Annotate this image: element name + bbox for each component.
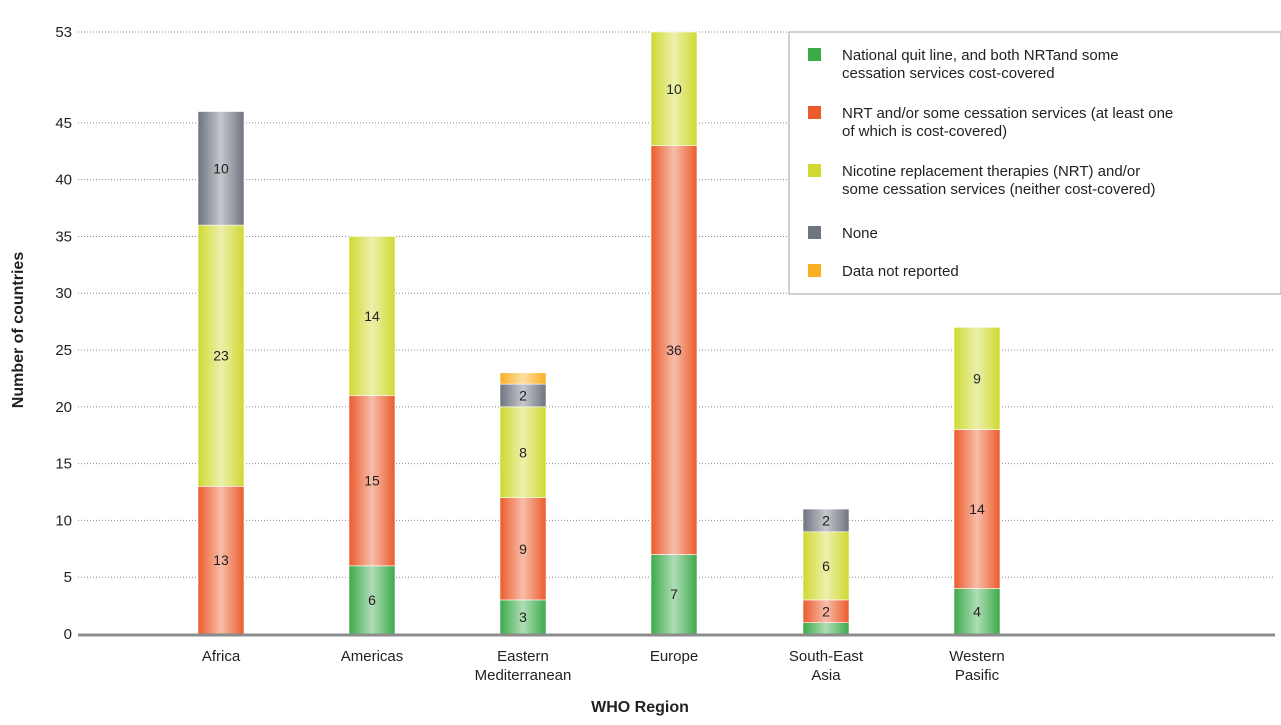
legend-swatch-0 — [808, 48, 821, 61]
legend-label-4: Data not reported — [842, 263, 959, 280]
bar-segment-4-0 — [802, 622, 850, 635]
x-category-label-2: Eastern Mediterranean — [475, 648, 572, 684]
data-label-5-2: 9 — [973, 370, 981, 386]
data-label-0-1: 13 — [213, 552, 229, 568]
data-label-3-0: 7 — [670, 586, 678, 602]
x-category-label-4: South-East Asia — [789, 648, 864, 684]
data-label-1-1: 15 — [364, 473, 380, 489]
bar-segment-0-3 — [197, 111, 245, 226]
labels-layer: 13 23 10 6 15 14 3 9 8 2 7 36 10 2 6 2 4 14 9 — [213, 81, 985, 625]
y-tick-label-45: 45 — [55, 115, 72, 132]
data-label-2-1: 9 — [519, 541, 527, 557]
legend-swatch-2 — [808, 164, 821, 177]
bars-layer — [197, 31, 1001, 635]
bar-segment-4-2 — [802, 531, 850, 601]
y-tick-label-53: 53 — [55, 24, 72, 41]
data-label-2-3: 2 — [519, 387, 527, 403]
data-label-3-1: 36 — [666, 342, 682, 358]
legend-swatch-3 — [808, 226, 821, 239]
bar-segment-2-4 — [499, 372, 547, 385]
y-tick-label-30: 30 — [55, 285, 72, 302]
data-label-4-2: 6 — [822, 558, 830, 574]
y-tick-label-15: 15 — [55, 456, 72, 473]
legend-label-3: None — [842, 225, 878, 242]
bar-segment-2-2 — [499, 406, 547, 498]
bar-segment-0-2 — [197, 224, 245, 487]
bar-segment-3-0 — [650, 554, 698, 635]
data-label-4-3: 2 — [822, 512, 830, 528]
bar-segment-0-1 — [197, 486, 245, 635]
bar-segment-1-2 — [348, 236, 396, 396]
data-label-0-2: 23 — [213, 348, 229, 364]
bar-segment-5-2 — [953, 327, 1001, 430]
legend-label-0: National quit line, and both NRTand some… — [842, 47, 1119, 82]
y-tick-label-20: 20 — [55, 399, 72, 416]
y-tick-label-25: 25 — [55, 342, 72, 359]
bar-segment-2-1 — [499, 497, 547, 601]
y-tick-label-0: 0 — [64, 626, 72, 643]
x-category-label-5: Western Pasific — [949, 648, 1005, 684]
bar-segment-1-1 — [348, 395, 396, 567]
x-category-label-3: Europe — [650, 648, 698, 665]
axis-layer: 0 5 10 15 20 25 30 35 40 45 53 Africa Americas Easter… — [10, 24, 1275, 716]
legend-swatch-4 — [808, 264, 821, 277]
data-label-2-0: 3 — [519, 609, 527, 625]
data-label-1-0: 6 — [368, 592, 376, 608]
data-label-5-1: 14 — [969, 501, 985, 517]
legend-box — [788, 31, 1281, 295]
legend-label-2: Nicotine replacement therapies (NRT) and… — [842, 163, 1155, 198]
y-tick-label-10: 10 — [55, 512, 72, 529]
data-label-0-3: 10 — [213, 160, 229, 176]
x-axis-title: WHO Region — [591, 699, 689, 716]
x-category-label-1: Americas — [341, 648, 404, 665]
data-label-1-2: 14 — [364, 308, 380, 324]
data-label-3-2: 10 — [666, 81, 682, 97]
bar-segment-3-1 — [650, 145, 698, 555]
bar-segment-4-3 — [802, 508, 850, 533]
legend-label-1: NRT and/or some cessation services (at l… — [842, 105, 1173, 140]
x-category-label-0: Africa — [202, 648, 241, 665]
y-tick-label-40: 40 — [55, 172, 72, 189]
y-tick-label-35: 35 — [55, 228, 72, 245]
data-label-2-2: 8 — [519, 444, 527, 460]
bar-segment-1-0 — [348, 565, 396, 635]
y-tick-label-5: 5 — [64, 569, 72, 586]
data-label-4-1: 2 — [822, 603, 830, 619]
y-axis-title: Number of countries — [10, 252, 27, 409]
bar-segment-3-2 — [650, 31, 698, 146]
data-label-5-0: 4 — [973, 603, 981, 619]
legend-layer: National quit line, and both NRTand some… — [788, 31, 1281, 295]
legend-swatch-1 — [808, 106, 821, 119]
